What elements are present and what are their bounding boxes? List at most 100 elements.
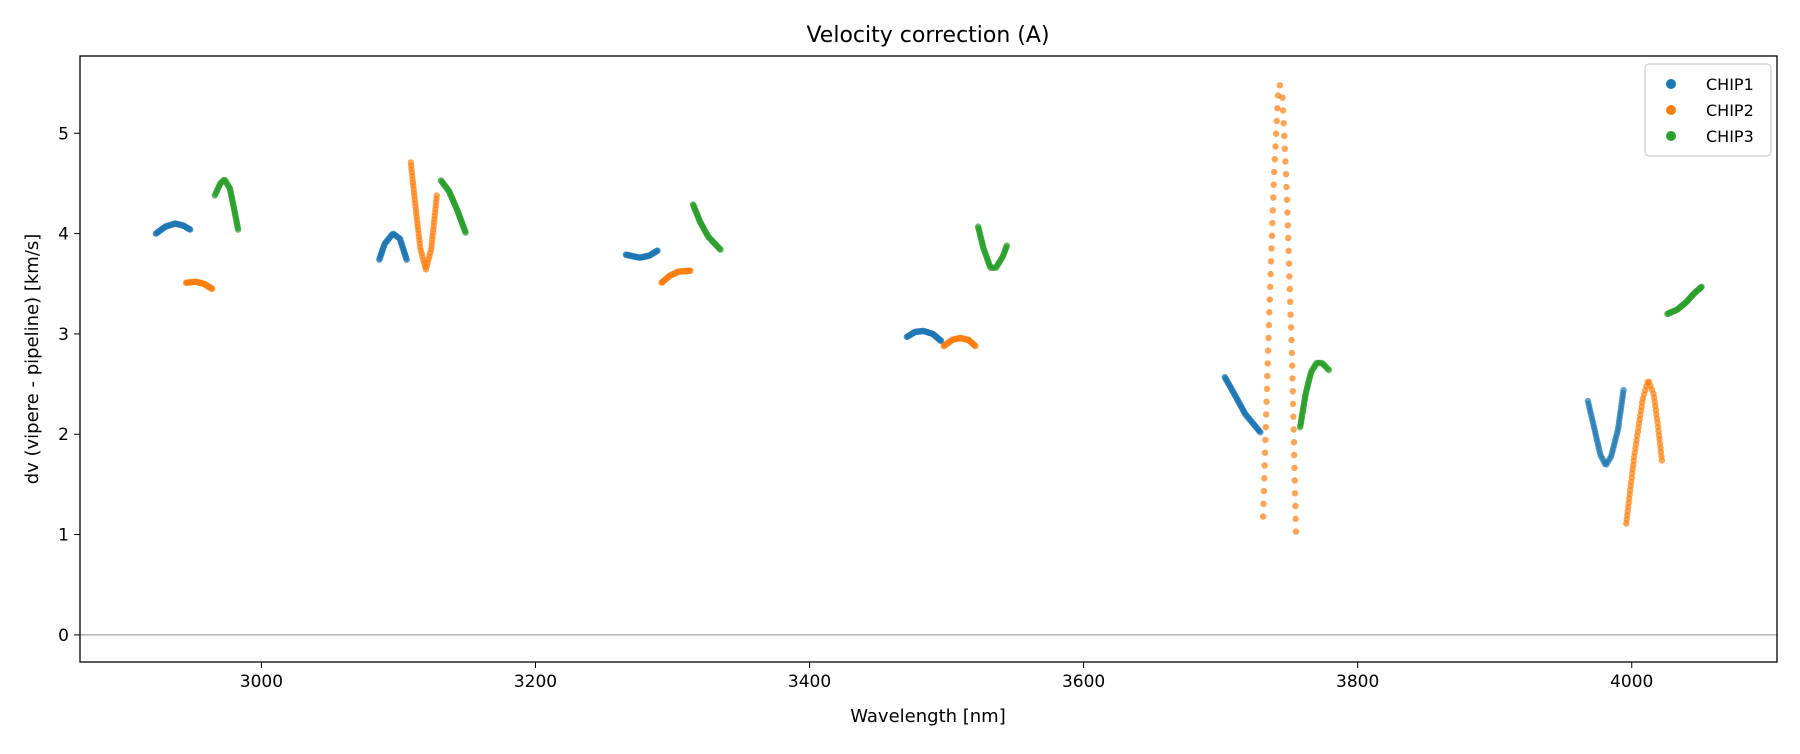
chip2-point: [1261, 449, 1269, 456]
chip3-point: [234, 226, 242, 233]
chip2-point: [1658, 457, 1666, 464]
chip2-point: [1292, 515, 1299, 522]
chip2-point: [1268, 245, 1275, 252]
chip2-point: [1291, 490, 1299, 497]
legend: CHIP1 CHIP2 CHIP3: [1644, 63, 1772, 157]
chart-title: Velocity correction (A): [806, 23, 1049, 48]
chip2-point: [1272, 143, 1279, 150]
chip2-point: [972, 342, 979, 350]
chip2-point: [1270, 181, 1277, 188]
x-tick-label: 3400: [788, 672, 831, 692]
chip2-point: [1291, 464, 1298, 471]
chip2-point: [1266, 296, 1274, 303]
chip2-point: [1261, 462, 1268, 469]
chip2-point: [1271, 156, 1279, 163]
chip2-point: [1286, 273, 1293, 280]
x-axis-label: Wavelength [nm]: [850, 706, 1006, 727]
chip2-point: [1260, 500, 1267, 507]
chip2-point: [1274, 105, 1281, 112]
chip2-point: [1263, 411, 1270, 418]
chip2-point: [1264, 360, 1271, 367]
chip2-point: [1289, 362, 1296, 369]
chip3-point: [462, 229, 469, 236]
y-axis-ticks: 0 1 2 3 4 5: [58, 124, 80, 646]
data-markers: [152, 82, 1705, 535]
chip2-point: [1283, 183, 1290, 191]
chip2-point: [1270, 194, 1277, 201]
chip2-point: [1268, 232, 1276, 239]
chip1-point: [654, 247, 661, 254]
chip1-point: [187, 226, 194, 233]
chip3-point: [1003, 242, 1011, 249]
chip2-point: [1267, 270, 1274, 278]
x-tick-label: 3800: [1336, 672, 1379, 692]
chip2-point: [1292, 528, 1300, 535]
chip2-point: [1265, 321, 1273, 329]
chip2-point: [1290, 426, 1297, 433]
x-axis-ticks: 3000 3200 3400 3600 3800 4000: [240, 662, 1653, 692]
legend-label-chip1: CHIP1: [1706, 75, 1754, 94]
chip2-point: [1264, 372, 1271, 380]
legend-box: [1644, 63, 1772, 157]
chip2-point: [1273, 117, 1281, 125]
x-tick-label: 3200: [514, 672, 557, 692]
y-tick-label: 4: [58, 225, 69, 245]
chip2-point: [1289, 400, 1297, 408]
chip2-point: [1287, 311, 1294, 318]
chip2-point: [1291, 451, 1298, 459]
y-tick-label: 5: [58, 124, 69, 144]
chip2-point: [1290, 413, 1297, 420]
x-tick-label: 3600: [1062, 672, 1105, 692]
y-tick-label: 1: [58, 526, 69, 546]
chip2-point: [1267, 283, 1274, 290]
chip2-point: [1262, 436, 1269, 444]
chip2-point: [1290, 439, 1298, 446]
chip2-point: [1288, 349, 1296, 357]
x-tick-label: 4000: [1610, 672, 1653, 692]
chip2-point: [1266, 309, 1273, 316]
chip2-point: [1263, 398, 1270, 405]
chip1-point: [1257, 429, 1264, 436]
chip2-point: [208, 285, 216, 292]
chip1-point: [937, 337, 945, 345]
chip2-point: [687, 267, 694, 274]
legend-label-chip2: CHIP2: [1706, 101, 1754, 120]
chip3-point: [717, 246, 724, 253]
chip2-point: [1280, 120, 1287, 127]
chip2-point: [1284, 222, 1292, 229]
legend-marker-chip3: [1666, 131, 1676, 141]
chip2-point: [1287, 324, 1295, 331]
chip2-point: [1289, 375, 1296, 382]
chip2-point: [1262, 424, 1270, 431]
chip2-point: [433, 192, 440, 199]
chip1-point: [1620, 386, 1627, 394]
chip3-point: [1325, 366, 1333, 374]
chip2-point: [1279, 107, 1287, 114]
chip2-point: [1289, 388, 1297, 395]
chip2-point: [1264, 347, 1272, 354]
chip2-point: [1286, 285, 1294, 293]
chip2-point: [1285, 247, 1292, 254]
chip2-point: [1288, 336, 1295, 344]
y-tick-label: 3: [58, 325, 69, 345]
chip2-point: [1285, 234, 1292, 242]
chip2-point: [1292, 502, 1299, 510]
chip3-point: [1698, 283, 1705, 290]
chip2-point: [1259, 513, 1267, 520]
chip2-point: [1291, 477, 1299, 484]
chip2-point: [1265, 334, 1272, 342]
chip2-point: [1269, 219, 1276, 227]
plot-frame: [79, 55, 1778, 663]
legend-label-chip3: CHIP3: [1706, 127, 1754, 146]
chip2-point: [1260, 487, 1268, 495]
chip2-point: [1287, 298, 1294, 305]
chip2-point: [1281, 132, 1288, 140]
legend-marker-chip2: [1666, 105, 1676, 115]
y-tick-label: 2: [58, 425, 69, 445]
chip2-point: [1283, 196, 1291, 203]
chip2-point: [1272, 130, 1280, 137]
x-tick-label: 3000: [240, 672, 283, 692]
chip2-point: [1284, 209, 1291, 216]
chip2-point: [1271, 168, 1278, 176]
